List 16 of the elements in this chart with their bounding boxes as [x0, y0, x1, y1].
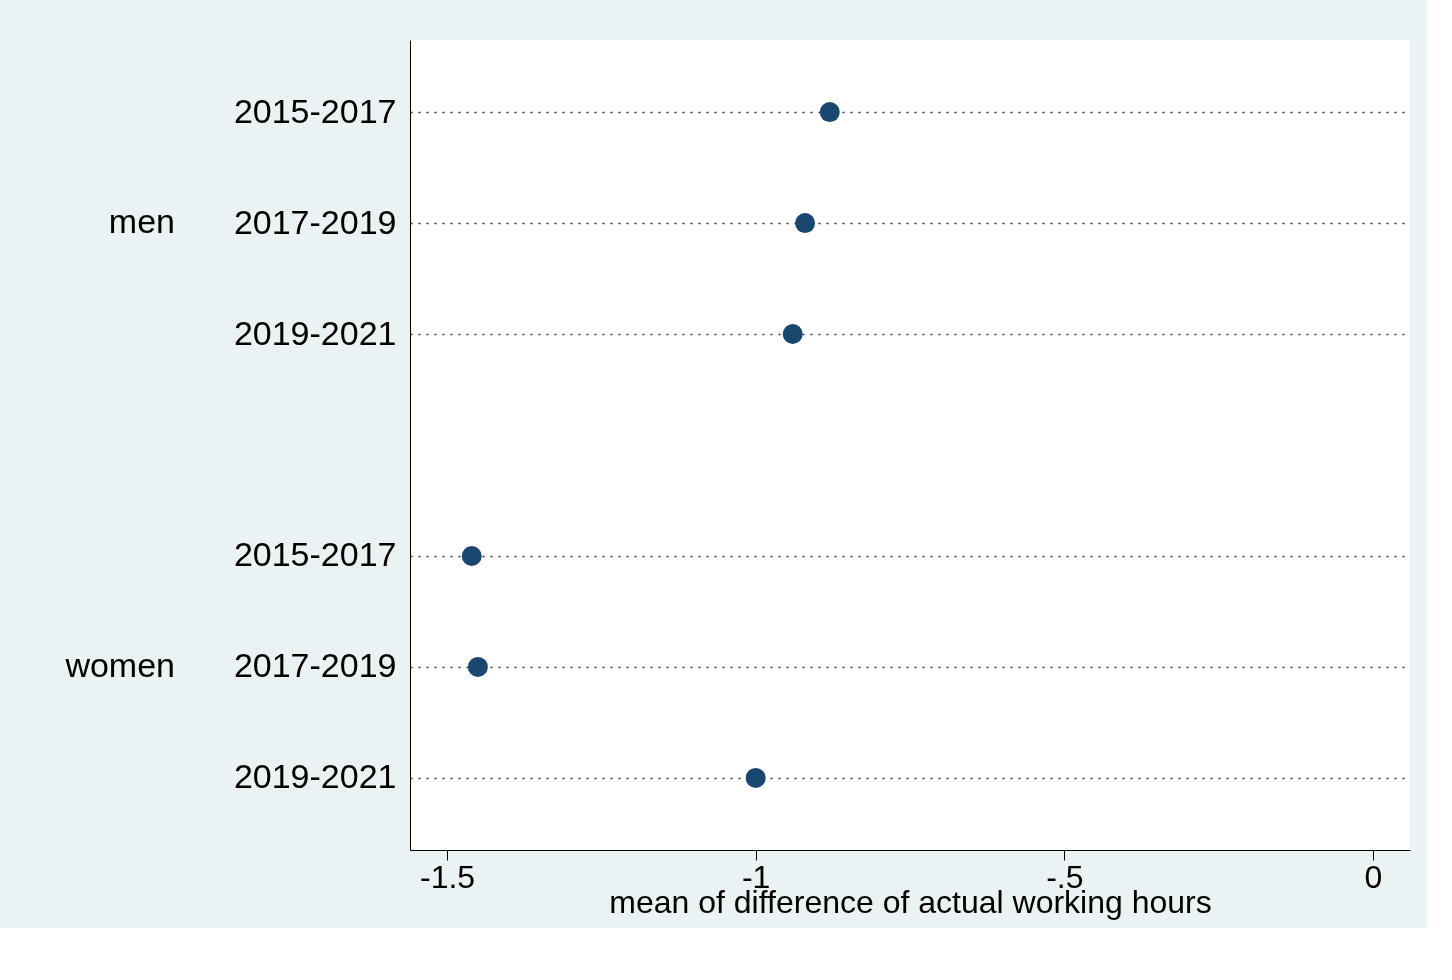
y-tick-label: 2017-2019 — [233, 202, 397, 241]
y-tick-label: 2015-2017 — [233, 91, 397, 130]
y-tick-label: 2019-2021 — [233, 313, 397, 352]
point — [795, 213, 816, 234]
y-tick-label: 2017-2019 — [233, 646, 397, 685]
text: men — [108, 202, 175, 241]
point — [745, 767, 766, 788]
point — [467, 656, 488, 677]
y-tick-label: 2019-2021 — [233, 757, 397, 796]
point — [782, 324, 803, 345]
text: women — [64, 645, 175, 684]
point — [819, 102, 840, 123]
point — [461, 545, 482, 566]
y-tick-label: 2015-2017 — [233, 535, 397, 574]
x-tick-label: 0 — [1364, 858, 1383, 895]
x-tick-label: -1.5 — [419, 858, 476, 895]
